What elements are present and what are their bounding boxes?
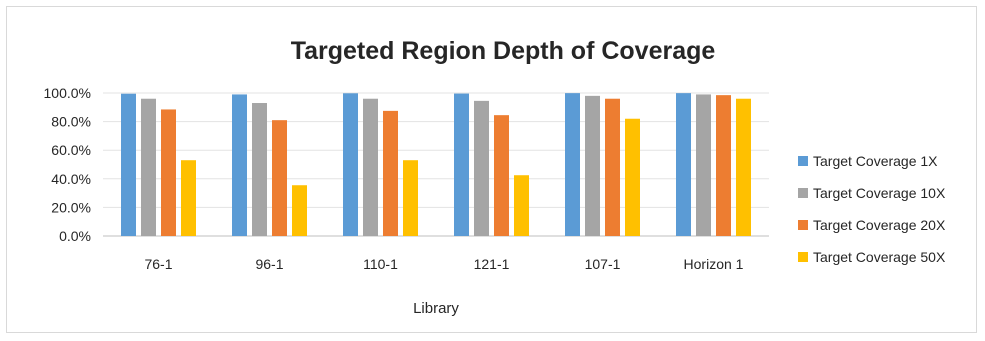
y-tick-label: 100.0% xyxy=(44,85,91,101)
x-tick-label: 110-1 xyxy=(363,256,398,272)
y-axis-ticks: 0.0% 20.0% 40.0% 60.0% 80.0% 100.0% xyxy=(44,85,91,244)
bar xyxy=(514,175,529,236)
bar xyxy=(232,94,247,237)
legend-item: Target Coverage 1X xyxy=(798,153,938,169)
y-tick-label: 40.0% xyxy=(51,171,91,187)
bar xyxy=(585,95,600,236)
bar xyxy=(343,93,358,236)
x-tick-label: 96-1 xyxy=(255,256,283,272)
y-tick-label: 20.0% xyxy=(51,199,91,215)
bar xyxy=(736,98,751,236)
bar xyxy=(716,95,731,237)
bar xyxy=(565,93,580,236)
bar xyxy=(403,160,418,236)
x-axis-ticks: 76-1 96-1 110-1 121-1 107-1 Horizon 1 xyxy=(144,256,743,272)
bar xyxy=(252,103,267,236)
bar xyxy=(676,93,691,236)
chart-frame: Targeted Region Depth of Coverage 0.0% 20… xyxy=(6,6,977,333)
bar xyxy=(494,115,509,236)
bar xyxy=(272,120,287,236)
bar xyxy=(141,98,156,236)
legend-item: Target Coverage 50X xyxy=(798,249,946,265)
x-tick-label: 76-1 xyxy=(144,256,172,272)
bar xyxy=(454,93,469,237)
bar xyxy=(383,110,398,236)
x-axis-title: Library xyxy=(413,300,459,317)
bar xyxy=(474,100,489,237)
legend-label: Target Coverage 10X xyxy=(813,185,946,201)
legend: Target Coverage 1X Target Coverage 10X Tar… xyxy=(798,153,946,265)
legend-label: Target Coverage 50X xyxy=(813,249,946,265)
y-tick-label: 60.0% xyxy=(51,142,91,158)
x-tick-label: 121-1 xyxy=(474,256,510,272)
bar xyxy=(292,185,307,236)
y-tick-label: 80.0% xyxy=(51,114,91,130)
bar xyxy=(605,98,620,236)
bar xyxy=(363,98,378,236)
bar xyxy=(625,118,640,236)
bars xyxy=(121,93,751,237)
y-tick-label: 0.0% xyxy=(59,228,91,244)
legend-swatch xyxy=(798,252,808,262)
bar xyxy=(161,109,176,236)
legend-swatch xyxy=(798,220,808,230)
grid-lines xyxy=(103,92,769,237)
legend-swatch xyxy=(798,156,808,166)
legend-swatch xyxy=(798,188,808,198)
x-tick-label: 107-1 xyxy=(585,256,621,272)
legend-item: Target Coverage 20X xyxy=(798,217,946,233)
legend-label: Target Coverage 1X xyxy=(813,153,938,169)
x-tick-label: Horizon 1 xyxy=(684,256,744,272)
chart-title: Targeted Region Depth of Coverage xyxy=(291,37,716,65)
bar-chart: Targeted Region Depth of Coverage 0.0% 20… xyxy=(44,37,946,317)
bar xyxy=(696,94,711,237)
legend-label: Target Coverage 20X xyxy=(813,217,946,233)
bar xyxy=(181,160,196,236)
bar xyxy=(121,93,136,236)
legend-item: Target Coverage 10X xyxy=(798,185,946,201)
